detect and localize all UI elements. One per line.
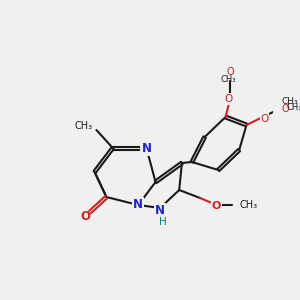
Text: H: H <box>159 217 167 227</box>
Text: CH₃: CH₃ <box>220 75 236 84</box>
Text: CH₃: CH₃ <box>286 103 300 112</box>
Text: N: N <box>155 205 165 218</box>
Text: O: O <box>212 201 221 211</box>
Text: O: O <box>281 104 289 114</box>
Text: N: N <box>133 199 143 212</box>
Text: O: O <box>224 94 232 104</box>
Text: CH₃: CH₃ <box>75 121 93 131</box>
Text: CH₃: CH₃ <box>239 200 257 210</box>
Text: CH₃: CH₃ <box>281 97 298 106</box>
Text: O: O <box>261 114 269 124</box>
Text: O: O <box>80 211 91 224</box>
Text: N: N <box>141 142 152 154</box>
Text: O: O <box>226 67 234 77</box>
